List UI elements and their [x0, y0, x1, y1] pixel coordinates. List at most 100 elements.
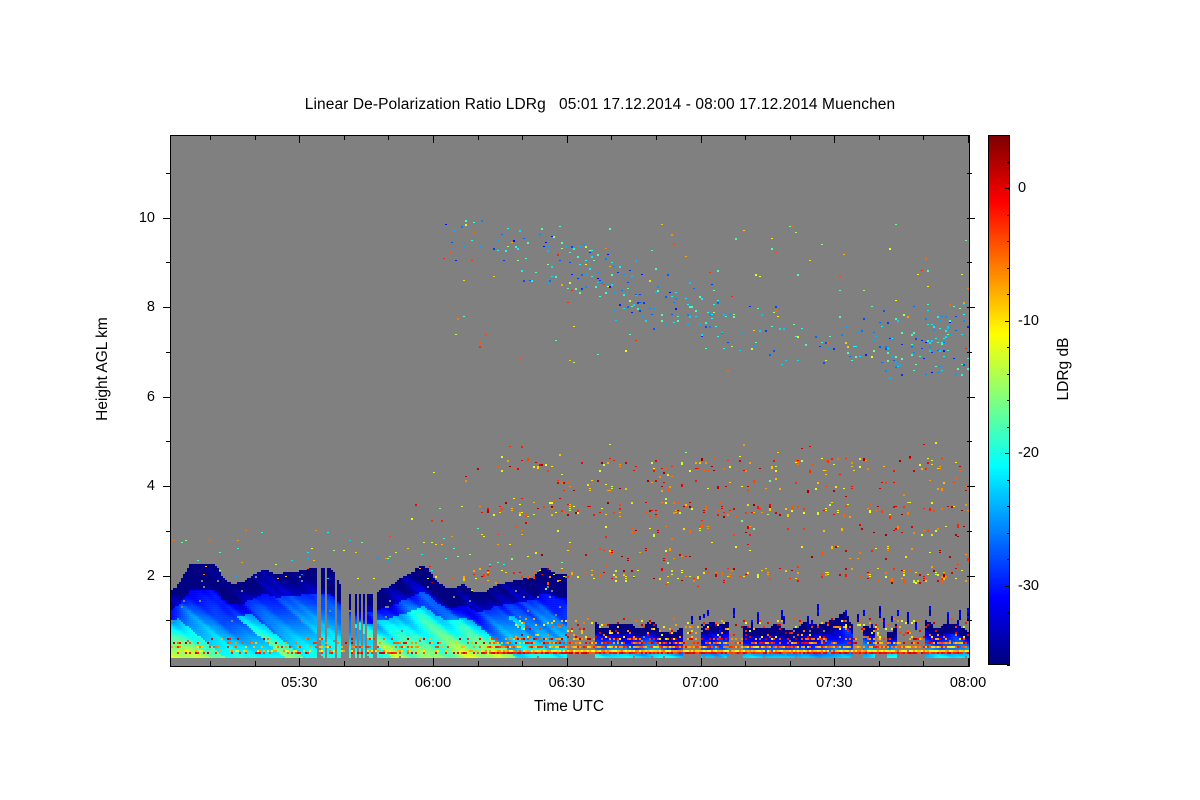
- x-tick-mark: [299, 658, 301, 666]
- x-minor-tick: [789, 135, 791, 140]
- colorbar-minor-tick: [1007, 214, 1010, 216]
- x-tick-mark-top: [700, 135, 702, 143]
- x-minor-tick: [923, 135, 925, 140]
- colorbar-minor-tick: [1007, 294, 1010, 295]
- x-minor-tick: [923, 661, 925, 666]
- x-minor-tick: [388, 135, 390, 140]
- y-minor-tick: [967, 173, 972, 175]
- x-minor-tick: [388, 661, 390, 666]
- colorbar-tick-mark: [1005, 320, 1010, 322]
- colorbar-minor-tick: [1007, 479, 1010, 481]
- x-minor-tick: [343, 661, 345, 666]
- y-tick-mark: [163, 396, 171, 398]
- x-minor-tick: [210, 135, 212, 140]
- y-tick-mark: [163, 575, 171, 577]
- x-minor-tick: [477, 135, 479, 140]
- y-minor-tick: [166, 173, 171, 175]
- x-tick-mark-top: [834, 135, 836, 143]
- colorbar-tick-mark: [1005, 585, 1010, 587]
- y-minor-tick: [967, 351, 972, 353]
- colorbar-minor-tick: [1007, 241, 1010, 242]
- x-tick-mark-top: [433, 135, 435, 143]
- x-tick-mark: [834, 658, 836, 666]
- x-axis-title: Time UTC: [533, 698, 605, 715]
- y-axis-title: Height AGL km: [94, 317, 111, 421]
- colorbar-minor-tick: [1007, 532, 1010, 534]
- y-minor-tick: [967, 441, 972, 443]
- colorbar-tick-mark: [1005, 188, 1010, 189]
- x-tick-label: 05:30: [281, 675, 318, 691]
- x-tick-mark-top: [968, 135, 969, 143]
- y-tick-mark-right: [967, 396, 975, 398]
- y-tick-label: 6: [146, 388, 155, 405]
- x-minor-tick: [878, 661, 880, 666]
- colorbar-minor-tick: [1007, 506, 1010, 507]
- y-tick-label: 4: [146, 478, 155, 495]
- colorbar-minor-tick: [1007, 426, 1010, 428]
- colorbar-title: LDRg dB: [1055, 337, 1072, 401]
- y-tick-label: 2: [146, 567, 155, 584]
- y-tick-mark-right: [967, 307, 975, 309]
- y-minor-tick: [166, 530, 171, 532]
- colorbar-tick-mark: [1005, 453, 1010, 454]
- x-tick-mark: [433, 658, 435, 666]
- colorbar-tick-label: -20: [1018, 445, 1039, 461]
- colorbar-minor-tick: [1007, 135, 1010, 136]
- colorbar-minor-tick: [1007, 161, 1010, 163]
- y-tick-mark-right: [967, 486, 975, 488]
- y-tick-mark-right: [967, 575, 975, 577]
- x-minor-tick: [522, 661, 524, 666]
- radar-heatmap-canvas: [171, 136, 969, 666]
- x-minor-tick: [210, 661, 212, 666]
- x-minor-tick: [611, 135, 613, 140]
- x-tick-label: 06:30: [548, 675, 585, 691]
- y-minor-tick: [166, 441, 171, 443]
- x-tick-label: 07:00: [682, 675, 719, 691]
- page-title: Linear De-Polarization Ratio LDRg 05:01 …: [304, 96, 896, 113]
- x-tick-mark: [968, 658, 969, 666]
- colorbar-minor-tick: [1007, 665, 1010, 666]
- colorbar-minor-tick: [1007, 638, 1010, 640]
- y-minor-tick: [967, 530, 972, 532]
- y-tick-mark-right: [967, 217, 975, 219]
- x-minor-tick: [745, 135, 747, 140]
- x-tick-mark-top: [299, 135, 301, 143]
- x-minor-tick: [878, 135, 880, 140]
- x-minor-tick: [254, 661, 256, 666]
- x-minor-tick: [522, 135, 524, 140]
- y-tick-mark: [163, 217, 171, 219]
- y-minor-tick: [967, 262, 972, 264]
- x-minor-tick: [477, 661, 479, 666]
- x-minor-tick: [254, 135, 256, 140]
- x-minor-tick: [611, 661, 613, 666]
- x-minor-tick: [745, 661, 747, 666]
- y-tick-mark: [163, 307, 171, 309]
- x-minor-tick: [789, 661, 791, 666]
- y-minor-tick: [166, 351, 171, 353]
- colorbar-minor-tick: [1007, 267, 1010, 269]
- y-tick-label: 8: [146, 299, 155, 316]
- x-tick-mark: [700, 658, 702, 666]
- x-minor-tick: [343, 135, 345, 140]
- colorbar-minor-tick: [1007, 400, 1010, 401]
- colorbar-tick-label: 0: [1018, 180, 1027, 196]
- x-tick-label: 06:00: [414, 675, 452, 691]
- colorbar-minor-tick: [1007, 347, 1010, 348]
- x-tick-label: 08:00: [949, 675, 987, 691]
- colorbar-tick-label: -30: [1018, 577, 1039, 594]
- x-tick-mark-top: [566, 135, 568, 143]
- x-tick-label: 07:30: [816, 675, 853, 691]
- y-minor-tick: [166, 620, 171, 622]
- y-minor-tick: [166, 262, 171, 264]
- colorbar-minor-tick: [1007, 373, 1010, 375]
- y-tick-mark: [163, 486, 171, 488]
- colorbar-minor-tick: [1007, 559, 1010, 560]
- radar-plot-area: [170, 135, 970, 667]
- x-minor-tick: [655, 135, 657, 140]
- x-tick-mark: [566, 658, 568, 666]
- x-minor-tick: [655, 661, 657, 666]
- y-tick-label: 10: [138, 209, 155, 226]
- colorbar-minor-tick: [1007, 612, 1010, 613]
- y-minor-tick: [967, 620, 972, 622]
